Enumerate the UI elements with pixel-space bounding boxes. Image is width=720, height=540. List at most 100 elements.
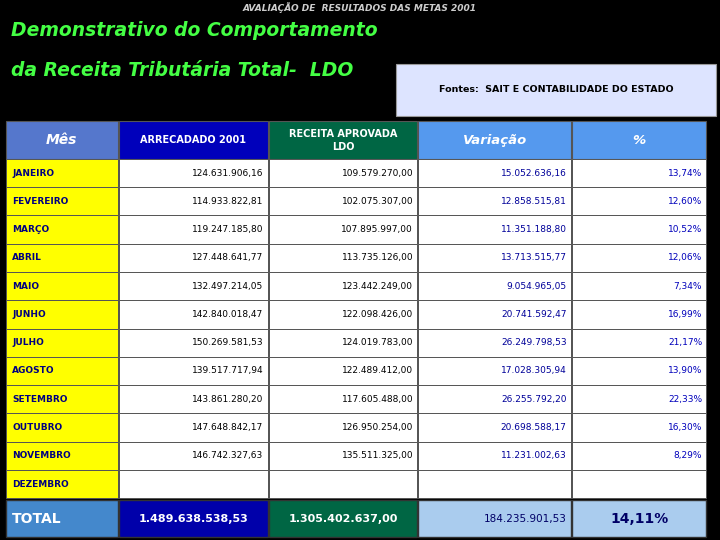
Bar xyxy=(269,500,418,537)
Bar xyxy=(6,122,117,159)
Bar xyxy=(418,328,571,357)
Text: 122.489.412,00: 122.489.412,00 xyxy=(342,367,413,375)
Text: 135.511.325,00: 135.511.325,00 xyxy=(341,451,413,460)
Bar xyxy=(418,357,571,385)
Bar xyxy=(418,385,571,414)
Bar xyxy=(119,187,268,215)
Text: 126.950.254,00: 126.950.254,00 xyxy=(342,423,413,432)
Bar xyxy=(6,244,117,272)
Text: 150.269.581,53: 150.269.581,53 xyxy=(192,338,264,347)
Bar xyxy=(269,328,418,357)
Text: 22,33%: 22,33% xyxy=(668,395,702,404)
Bar xyxy=(6,414,117,442)
Text: 20.741.592,47: 20.741.592,47 xyxy=(501,310,567,319)
Bar xyxy=(119,470,268,498)
Text: 124.019.783,00: 124.019.783,00 xyxy=(341,338,413,347)
Bar xyxy=(418,122,571,159)
Text: 26.255.792,20: 26.255.792,20 xyxy=(501,395,567,404)
Bar xyxy=(269,385,418,414)
Bar xyxy=(572,357,706,385)
Text: FEVEREIRO: FEVEREIRO xyxy=(12,197,68,206)
Bar xyxy=(418,159,571,187)
Text: 10,52%: 10,52% xyxy=(668,225,702,234)
Text: 102.075.307,00: 102.075.307,00 xyxy=(341,197,413,206)
Text: ARRECADADO 2001: ARRECADADO 2001 xyxy=(140,135,246,145)
Bar xyxy=(6,272,117,300)
Text: JUNHO: JUNHO xyxy=(12,310,46,319)
Bar xyxy=(572,328,706,357)
Text: 11.351.188,80: 11.351.188,80 xyxy=(500,225,567,234)
Bar xyxy=(572,414,706,442)
Text: 26.249.798,53: 26.249.798,53 xyxy=(501,338,567,347)
Text: 1.305.402.637,00: 1.305.402.637,00 xyxy=(288,514,397,524)
Bar xyxy=(418,272,571,300)
Bar xyxy=(418,500,571,537)
Text: RECEITA APROVADA: RECEITA APROVADA xyxy=(289,129,397,139)
Text: 184.235.901,53: 184.235.901,53 xyxy=(484,514,567,524)
Text: da Receita Tributária Total-  LDO: da Receita Tributária Total- LDO xyxy=(11,60,354,80)
Bar xyxy=(572,187,706,215)
Text: JULHO: JULHO xyxy=(12,338,44,347)
Text: 132.497.214,05: 132.497.214,05 xyxy=(192,282,264,291)
Text: 123.442.249,00: 123.442.249,00 xyxy=(342,282,413,291)
Text: 107.895.997,00: 107.895.997,00 xyxy=(341,225,413,234)
Text: 21,17%: 21,17% xyxy=(668,338,702,347)
Text: 12.858.515,81: 12.858.515,81 xyxy=(500,197,567,206)
Text: JANEIRO: JANEIRO xyxy=(12,168,54,178)
Bar xyxy=(269,122,418,159)
Text: 124.631.906,16: 124.631.906,16 xyxy=(192,168,264,178)
Bar xyxy=(572,215,706,244)
Bar xyxy=(269,159,418,187)
Text: 142.840.018,47: 142.840.018,47 xyxy=(192,310,264,319)
Bar xyxy=(6,300,117,328)
Bar xyxy=(572,442,706,470)
Bar xyxy=(418,187,571,215)
Bar xyxy=(572,470,706,498)
Text: 17.028.305,94: 17.028.305,94 xyxy=(501,367,567,375)
Bar xyxy=(418,244,571,272)
Text: 127.448.641,77: 127.448.641,77 xyxy=(192,253,264,262)
Bar xyxy=(119,357,268,385)
Bar xyxy=(119,442,268,470)
Bar xyxy=(119,215,268,244)
Bar xyxy=(572,500,706,537)
Bar xyxy=(418,470,571,498)
Text: Variação: Variação xyxy=(462,134,527,147)
Text: %: % xyxy=(632,134,646,147)
Bar xyxy=(119,159,268,187)
Text: 11.231.002,63: 11.231.002,63 xyxy=(501,451,567,460)
Bar xyxy=(418,215,571,244)
Text: 9.054.965,05: 9.054.965,05 xyxy=(506,282,567,291)
Text: 16,99%: 16,99% xyxy=(668,310,702,319)
Text: 12,60%: 12,60% xyxy=(668,197,702,206)
Bar xyxy=(6,500,117,537)
Text: 13,90%: 13,90% xyxy=(668,367,702,375)
Text: 13,74%: 13,74% xyxy=(668,168,702,178)
Text: 117.605.488,00: 117.605.488,00 xyxy=(341,395,413,404)
Bar xyxy=(269,215,418,244)
Text: 114.933.822,81: 114.933.822,81 xyxy=(192,197,264,206)
Bar xyxy=(269,442,418,470)
Bar xyxy=(269,300,418,328)
Bar xyxy=(119,122,268,159)
Text: 14,11%: 14,11% xyxy=(610,511,668,525)
Text: 139.517.717,94: 139.517.717,94 xyxy=(192,367,264,375)
Text: AGOSTO: AGOSTO xyxy=(12,367,55,375)
FancyBboxPatch shape xyxy=(396,64,716,116)
Text: 20.698.588,17: 20.698.588,17 xyxy=(500,423,567,432)
Text: Fontes:  SAIT E CONTABILIDADE DO ESTADO: Fontes: SAIT E CONTABILIDADE DO ESTADO xyxy=(438,85,673,94)
Bar xyxy=(418,414,571,442)
Bar xyxy=(269,357,418,385)
Bar xyxy=(119,385,268,414)
Bar xyxy=(119,414,268,442)
Text: Demonstrativo do Comportamento: Demonstrativo do Comportamento xyxy=(11,21,377,39)
Text: SETEMBRO: SETEMBRO xyxy=(12,395,68,404)
Bar xyxy=(119,300,268,328)
Bar xyxy=(6,215,117,244)
Text: 1.489.638.538,53: 1.489.638.538,53 xyxy=(138,514,248,524)
Text: 109.579.270,00: 109.579.270,00 xyxy=(341,168,413,178)
Text: 12,06%: 12,06% xyxy=(668,253,702,262)
Text: 122.098.426,00: 122.098.426,00 xyxy=(342,310,413,319)
Bar xyxy=(269,272,418,300)
Bar xyxy=(6,187,117,215)
